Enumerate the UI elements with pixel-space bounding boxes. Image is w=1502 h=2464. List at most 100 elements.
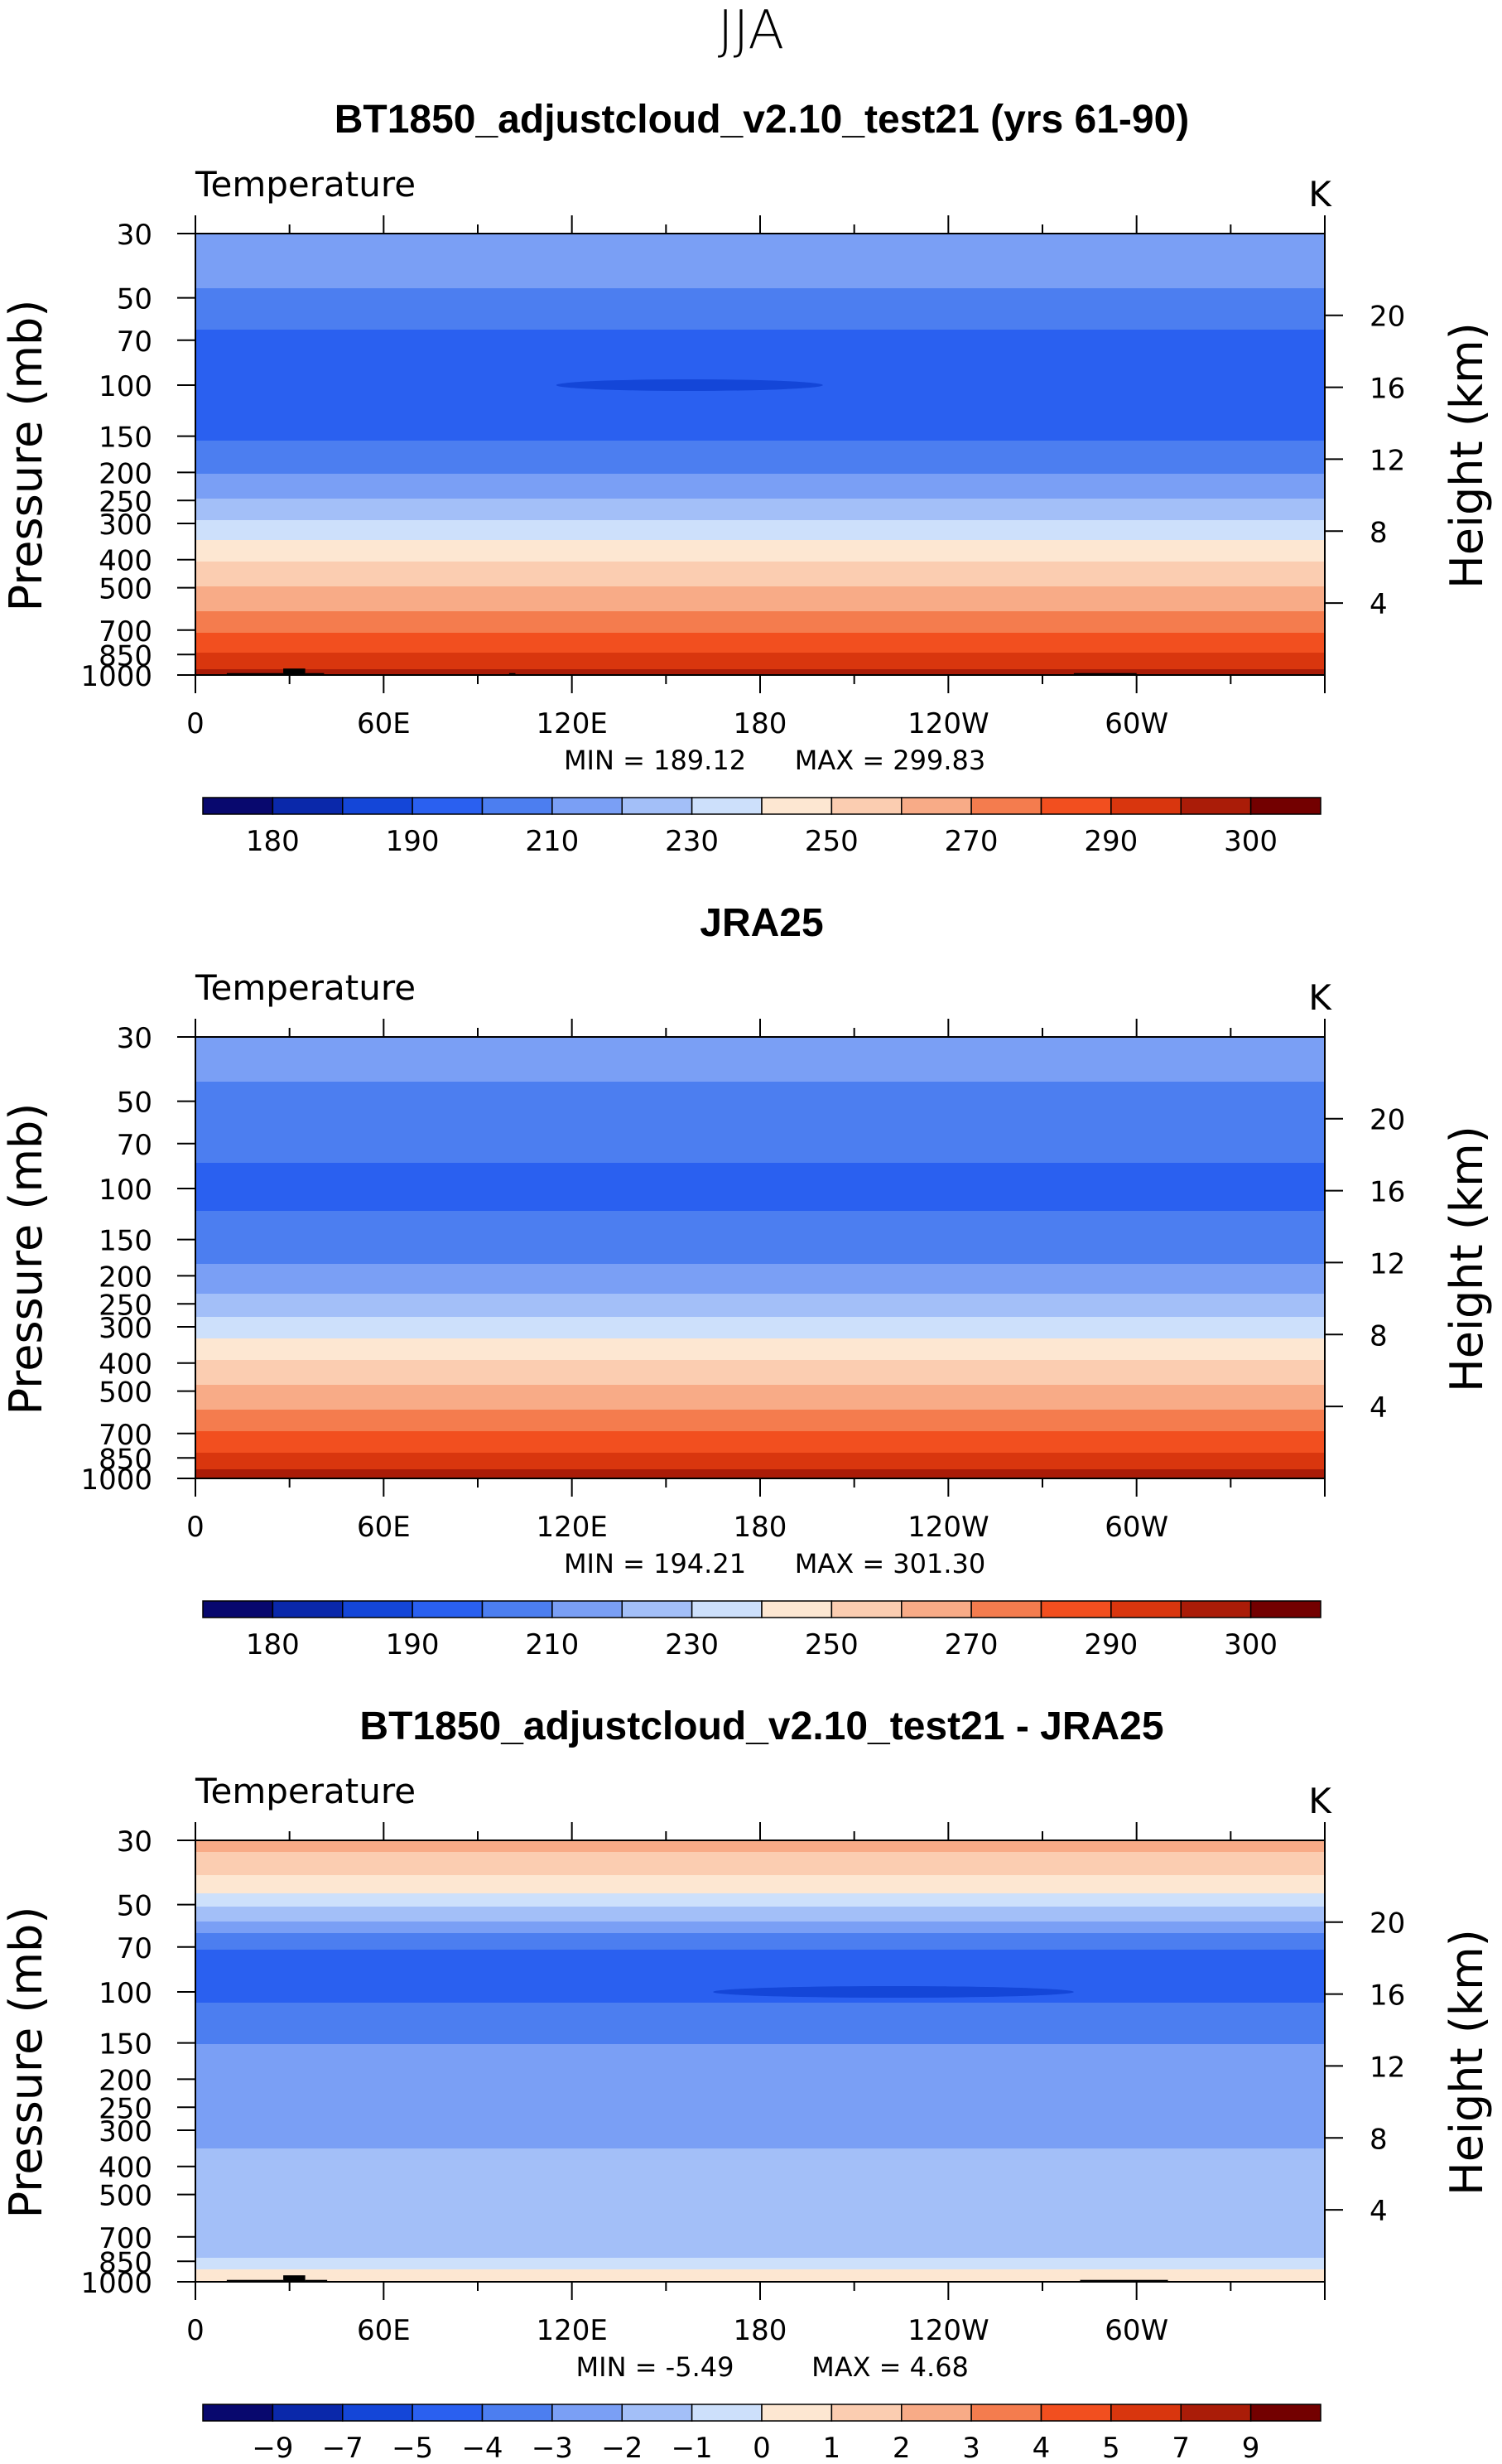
colorbar-swatch (202, 2404, 274, 2422)
colorbar-swatch (1040, 1600, 1112, 1618)
colorbar-swatch (551, 797, 623, 815)
x-tick-label: 120W (907, 1511, 989, 1544)
y-tick-label: 850 (99, 1443, 152, 1476)
contour-plot: 0 60E 120E 180 120W 60W3050701001502002503004… (80, 215, 1405, 740)
x-tick-label: 0 (186, 1511, 205, 1544)
colorbar-swatch (412, 1600, 484, 1618)
contour-band (195, 474, 1325, 499)
cold-core-contour (556, 379, 823, 392)
colorbar-label: 9 (1242, 2432, 1260, 2464)
colorbar-swatch (621, 2404, 693, 2422)
colorbar-label: 4 (1033, 2432, 1051, 2464)
min-label: MIN = 194.21 (564, 1548, 746, 1579)
colorbar-label: 270 (945, 825, 999, 858)
contour-band (195, 1338, 1325, 1361)
season-title: JJA (718, 0, 784, 61)
contour-band (195, 2148, 1325, 2259)
y-axis-label: Pressure (mb) (0, 1103, 52, 1415)
contour-band (195, 611, 1325, 634)
x-tick-label: 180 (734, 707, 787, 740)
y-tick-label: 700 (99, 2222, 152, 2255)
contour-band (195, 520, 1325, 541)
y-tick-label: 400 (99, 2152, 152, 2185)
y-tick-label: 700 (99, 615, 152, 649)
colorbar-swatch (481, 797, 553, 815)
terrain-mask (226, 2279, 284, 2282)
units-label: K (1308, 977, 1332, 1018)
y-tick-label: 100 (99, 1977, 152, 2010)
y-tick-label: 30 (117, 219, 152, 252)
y-tick-label: 500 (99, 2180, 152, 2213)
max-label: MAX = 4.68 (811, 2351, 969, 2383)
y-tick-label: 150 (99, 422, 152, 455)
terrain-mask (305, 2279, 328, 2282)
contour-band (195, 288, 1325, 330)
colorbar-swatch (621, 1600, 693, 1618)
x-tick-label: 60W (1105, 1511, 1168, 1544)
colorbar-swatch (202, 797, 274, 815)
colorbar-swatch (761, 797, 833, 815)
colorbar-label: 190 (386, 1628, 440, 1661)
units-label: K (1308, 174, 1332, 215)
contour-band (195, 1893, 1325, 1907)
x-tick-label: 120E (536, 1511, 607, 1544)
panel-jra25-temperature: JRA25 Temperature K Pressure (mb) Height… (0, 901, 1493, 1661)
colorbar: 180 190 210 230 250 270 290 300 (202, 1600, 1321, 1661)
colorbar-label: −4 (461, 2432, 503, 2464)
y-tick-label: 1000 (80, 1463, 152, 1497)
height-tick-label: 8 (1370, 1319, 1388, 1353)
colorbar-label: −5 (392, 2432, 433, 2464)
height-tick-label: 20 (1370, 301, 1405, 334)
y-tick-label: 150 (99, 2028, 152, 2061)
terrain-mask (283, 668, 306, 675)
contour-band (195, 2044, 1325, 2149)
colorbar-swatch (830, 2404, 903, 2422)
x-tick-label: 60E (357, 1511, 411, 1544)
colorbar-label: −2 (601, 2432, 643, 2464)
x-tick-label: 180 (734, 2314, 787, 2347)
y-tick-label: 250 (99, 2092, 152, 2125)
x-tick-label: 120E (536, 2314, 607, 2347)
colorbar-label: 290 (1084, 825, 1138, 858)
y-tick-label: 300 (99, 509, 152, 542)
min-label: MIN = -5.49 (576, 2351, 734, 2383)
colorbar-swatch (412, 2404, 484, 2422)
colorbar-swatch (761, 1600, 833, 1618)
colorbar-swatch (272, 1600, 344, 1618)
colorbar-label: 300 (1224, 1628, 1278, 1661)
y2-axis-label: Height (km) (1441, 322, 1493, 589)
max-label: MAX = 301.30 (795, 1548, 986, 1579)
panel-model-temperature: BT1850_adjustcloud_v2.10_test21 (yrs 61-… (0, 98, 1493, 858)
colorbar-swatch (691, 797, 763, 815)
y-tick-label: 150 (99, 1225, 152, 1258)
colorbar-label: 180 (246, 825, 300, 858)
contour-band (195, 1082, 1325, 1164)
contour-band (195, 1037, 1325, 1083)
y-tick-label: 50 (117, 1890, 152, 1923)
contour-band (195, 2269, 1325, 2282)
height-tick-label: 20 (1370, 1104, 1405, 1137)
colorbar-label: 210 (525, 1628, 579, 1661)
colorbar-swatch (202, 1600, 274, 1618)
contour-band (195, 234, 1325, 289)
contour-band (195, 2003, 1325, 2045)
x-tick-label: 120W (907, 707, 989, 740)
contour-band (195, 1453, 1325, 1470)
colorbar-label: 250 (805, 1628, 859, 1661)
colorbar-label: 0 (753, 2432, 771, 2464)
x-tick-label: 60E (357, 707, 411, 740)
colorbar-swatch (1249, 797, 1321, 815)
y-tick-label: 30 (117, 1825, 152, 1859)
terrain-mask (1080, 2279, 1168, 2282)
y-tick-label: 850 (99, 2246, 152, 2279)
contour-band (195, 1933, 1325, 1950)
contour-band (195, 1211, 1325, 1265)
y-tick-label: 30 (117, 1022, 152, 1055)
colorbar-swatch (481, 2404, 553, 2422)
y-tick-label: 50 (117, 283, 152, 316)
contour-band (195, 1907, 1325, 1922)
y-tick-label: 50 (117, 1087, 152, 1120)
contour-band (195, 1294, 1325, 1318)
colorbar-label: 3 (962, 2432, 980, 2464)
colorbar-swatch (342, 797, 413, 815)
